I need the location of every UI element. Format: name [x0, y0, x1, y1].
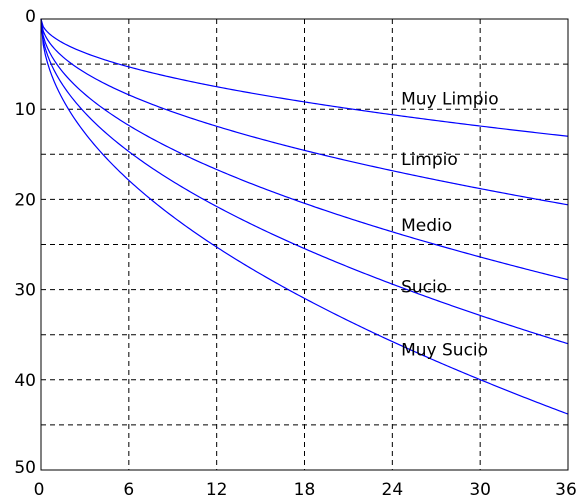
grid — [41, 19, 568, 470]
curve-labels: Muy Limpio Limpio Medio Sucio Muy Sucio — [401, 90, 499, 361]
y-tick-label: 10 — [14, 100, 36, 120]
y-tick-label: 50 — [14, 458, 36, 478]
tick-labels: 0 6 12 18 24 30 36 0 10 20 30 40 50 — [14, 7, 576, 498]
x-tick-label: 36 — [555, 480, 577, 498]
series-line-2 — [40, 18, 569, 206]
curve-label: Limpio — [401, 150, 458, 170]
series-line-1 — [40, 18, 569, 137]
series-line-3 — [40, 18, 569, 281]
x-tick-label: 24 — [382, 480, 404, 498]
y-tick-label: 40 — [14, 371, 36, 391]
curve-label: Sucio — [401, 277, 447, 297]
x-tick-label: 18 — [294, 480, 316, 498]
series-line-4 — [40, 18, 569, 345]
y-tick-label: 0 — [25, 7, 36, 27]
y-tick-label: 20 — [14, 190, 36, 210]
x-tick-label: 12 — [206, 480, 228, 498]
series-line-5 — [40, 18, 569, 415]
series-group — [40, 18, 569, 415]
curve-label: Muy Sucio — [401, 340, 488, 360]
x-tick-label: 30 — [469, 480, 491, 498]
x-tick-label: 6 — [123, 480, 134, 498]
plot-frame — [40, 18, 569, 471]
y-tick-label: 30 — [14, 281, 36, 301]
curve-label: Muy Limpio — [401, 90, 499, 110]
curve-label: Medio — [401, 216, 452, 236]
x-tick-label: 0 — [34, 480, 45, 498]
